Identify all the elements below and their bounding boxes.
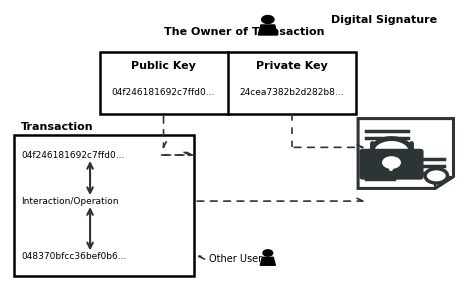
Text: Digital Signature: Digital Signature [331, 15, 437, 25]
Text: 04f246181692c7ffd0...: 04f246181692c7ffd0... [21, 150, 125, 160]
Circle shape [263, 250, 273, 256]
Circle shape [425, 169, 447, 183]
Polygon shape [435, 177, 454, 188]
FancyBboxPatch shape [14, 135, 194, 276]
Text: 048370bfcc36bef0b6...: 048370bfcc36bef0b6... [21, 252, 127, 261]
Circle shape [383, 157, 400, 168]
Text: Public Key: Public Key [131, 61, 196, 71]
Text: Private Key: Private Key [255, 61, 328, 71]
Polygon shape [358, 119, 454, 188]
Text: Interaction/Operation: Interaction/Operation [21, 196, 119, 206]
FancyBboxPatch shape [100, 52, 356, 114]
Text: 04f246181692c7ffd0...: 04f246181692c7ffd0... [112, 87, 215, 97]
Polygon shape [260, 257, 275, 265]
FancyBboxPatch shape [359, 149, 424, 180]
Circle shape [262, 16, 274, 24]
Text: Other User: Other User [209, 255, 262, 264]
Text: 24cea7382b2d282b8...: 24cea7382b2d282b8... [239, 87, 344, 97]
Text: The Owner of Transaction: The Owner of Transaction [164, 27, 324, 37]
Text: Transaction: Transaction [21, 122, 94, 132]
Polygon shape [258, 25, 277, 35]
